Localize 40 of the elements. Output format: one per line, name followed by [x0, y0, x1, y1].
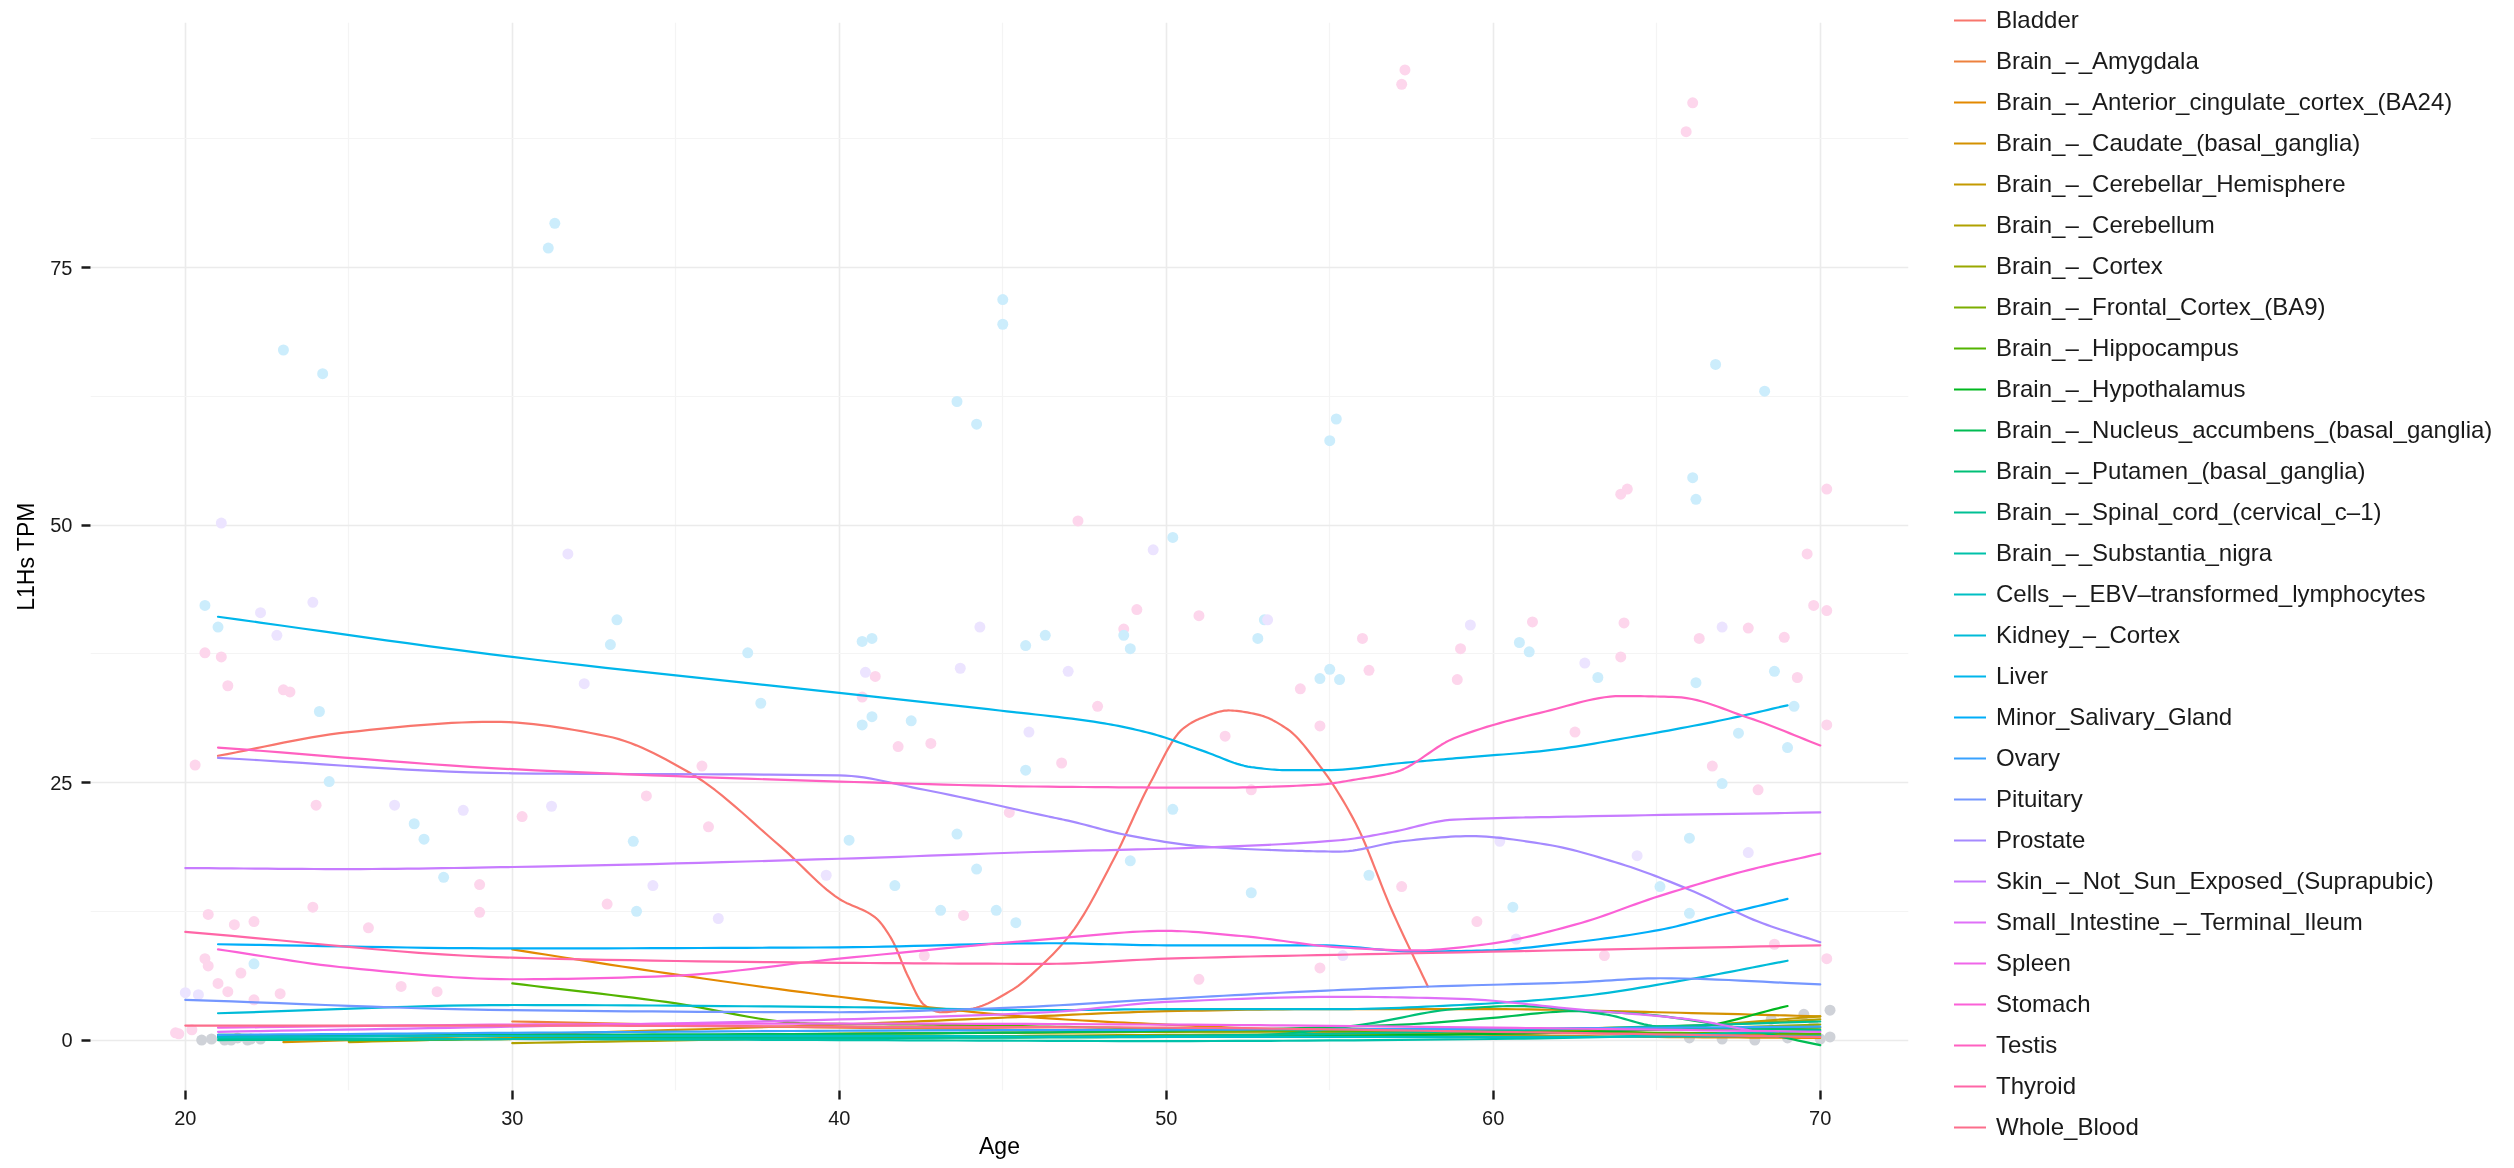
legend-label: Whole_Blood: [1996, 1113, 2139, 1141]
legend-label: Brain_–_Cerebellar_Hemisphere: [1996, 170, 2346, 198]
legend-label: Brain_–_Hippocampus: [1996, 334, 2239, 362]
x-axis-title: Age: [979, 1132, 1020, 1159]
x-tick-label: 20: [174, 1106, 197, 1129]
legend-label: Cells_–_EBV–transformed_lymphocytes: [1996, 580, 2426, 608]
legend-label: Brain_–_Cortex: [1996, 252, 2163, 280]
legend-label: Skin_–_Not_Sun_Exposed_(Suprapubic): [1996, 867, 2434, 895]
x-tick-label: 50: [1155, 1106, 1178, 1129]
legend-label: Prostate: [1996, 826, 2086, 854]
legend-label: Ovary: [1996, 744, 2061, 772]
y-tick-label: 75: [50, 256, 73, 279]
legend-label: Testis: [1996, 1031, 2058, 1059]
legend-label: Brain_–_Substantia_nigra: [1996, 539, 2273, 567]
legend-label: Small_Intestine_–_Terminal_Ileum: [1996, 908, 2363, 936]
legend-label: Kidney_–_Cortex: [1996, 621, 2181, 649]
legend-label: Brain_–_Cerebellum: [1996, 211, 2215, 239]
x-tick-label: 30: [501, 1106, 524, 1129]
legend-label: Brain_–_Putamen_(basal_ganglia): [1996, 457, 2366, 485]
legend-label: Minor_Salivary_Gland: [1996, 703, 2233, 731]
legend-label: Bladder: [1996, 6, 2079, 34]
x-tick-label: 40: [828, 1106, 851, 1129]
y-tick-label: 50: [50, 514, 73, 537]
y-tick-label: 25: [50, 771, 73, 794]
legend-label: Brain_–_Caudate_(basal_ganglia): [1996, 129, 2361, 157]
x-tick-label: 60: [1482, 1106, 1505, 1129]
x-tick-label: 70: [1809, 1106, 1832, 1129]
legend-label: Pituitary: [1996, 785, 2083, 813]
legend-label: Liver: [1996, 662, 2049, 690]
y-tick-label: 0: [61, 1029, 73, 1052]
legend-label: Brain_–_Frontal_Cortex_(BA9): [1996, 293, 2326, 321]
legend-label: Brain_–_Spinal_cord_(cervical_c–1): [1996, 498, 2382, 526]
y-axis-title: L1Hs TPM: [13, 502, 40, 611]
legend-label: Thyroid: [1996, 1072, 2077, 1100]
legend-label: Brain_–_Anterior_cingulate_cortex_(BA24): [1996, 88, 2453, 116]
legend-label: Spleen: [1996, 949, 2071, 977]
legend-label: Brain_–_Hypothalamus: [1996, 375, 2246, 403]
legend-label: Brain_–_Amygdala: [1996, 47, 2199, 75]
legend-label: Brain_–_Nucleus_accumbens_(basal_ganglia): [1996, 416, 2493, 444]
legend-label: Stomach: [1996, 990, 2091, 1018]
